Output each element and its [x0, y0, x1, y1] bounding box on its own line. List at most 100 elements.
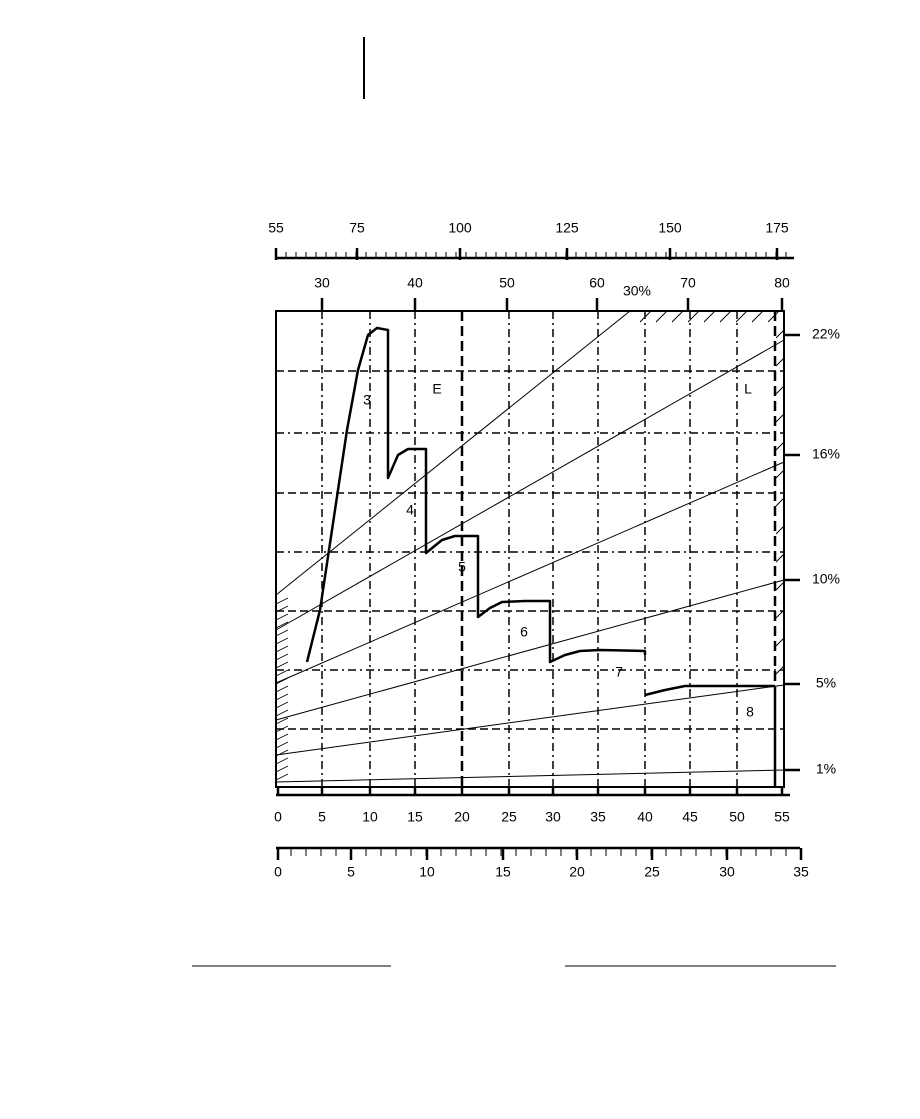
scale-label: 50 — [499, 275, 515, 291]
slope-line — [275, 461, 785, 684]
scale-label: 10 — [362, 809, 378, 825]
gear-label: 5 — [458, 559, 466, 575]
hatch — [775, 385, 785, 395]
scale-label: 75 — [349, 220, 365, 236]
gear-label: 4 — [406, 502, 414, 518]
scale-label: 80 — [774, 275, 790, 291]
hatch — [775, 441, 785, 451]
scale-label: 100 — [448, 220, 472, 236]
hatch — [275, 677, 289, 685]
hatch — [275, 701, 289, 709]
shift-curve — [305, 326, 777, 787]
gear-label: 8 — [746, 704, 754, 720]
hatch — [275, 629, 289, 637]
hatch — [275, 733, 289, 741]
scale-label: 0 — [274, 864, 282, 880]
scale-label: 30 — [314, 275, 330, 291]
slope-line — [275, 769, 785, 783]
slope-line — [275, 684, 785, 756]
scale-label: 40 — [407, 275, 423, 291]
scale-label: 50 — [729, 809, 745, 825]
hatch — [275, 685, 289, 693]
scale-label: 175 — [765, 220, 789, 236]
slope-label: 30% — [623, 283, 651, 299]
region-label: L — [744, 381, 752, 397]
hatch — [671, 311, 683, 323]
scale-label: 35 — [793, 864, 809, 880]
scale-label: 150 — [658, 220, 682, 236]
hatch — [775, 665, 785, 675]
hatch — [775, 329, 785, 339]
scale-label: 5% — [816, 675, 836, 691]
hatch — [751, 311, 763, 323]
hatch — [275, 709, 289, 717]
hatch — [275, 749, 289, 757]
hatch — [687, 311, 699, 323]
gear-label: 6 — [520, 624, 528, 640]
hatch — [275, 693, 289, 701]
hatch — [275, 637, 289, 645]
scale-label: 30 — [719, 864, 735, 880]
hatch — [775, 413, 785, 423]
scale-label: 20 — [569, 864, 585, 880]
scale-label: 25 — [644, 864, 660, 880]
hatch — [735, 311, 747, 323]
slope-line — [275, 339, 785, 631]
hatch — [275, 741, 289, 749]
scale-label: 5 — [347, 864, 355, 880]
scale-label: 10 — [419, 864, 435, 880]
hatch — [775, 581, 785, 591]
scale-label: 20 — [454, 809, 470, 825]
scale-label: 0 — [274, 809, 282, 825]
scale-label: 55 — [268, 220, 284, 236]
gear-curve — [305, 326, 647, 664]
hatch — [639, 311, 651, 323]
scale-label: 10% — [812, 571, 840, 587]
hatch — [275, 661, 289, 669]
slope-lines — [275, 310, 785, 783]
scale-label: 125 — [555, 220, 579, 236]
hatch — [275, 725, 289, 733]
scale-label: 35 — [590, 809, 606, 825]
gear-curve — [644, 684, 775, 697]
hatch — [275, 765, 289, 773]
scale-label: 22% — [812, 326, 840, 342]
scale-label: 40 — [637, 809, 653, 825]
hatch — [275, 757, 289, 765]
scale-label: 60 — [589, 275, 605, 291]
plot-frame — [275, 310, 785, 788]
hatch — [775, 357, 785, 367]
hatch — [767, 311, 779, 323]
scale-label: 16% — [812, 446, 840, 462]
hatch — [275, 605, 289, 613]
hatch — [775, 553, 785, 563]
region-label: E — [432, 381, 441, 397]
hatch — [275, 653, 289, 661]
hatch — [275, 597, 289, 605]
scale-label: 45 — [682, 809, 698, 825]
hatch — [275, 773, 289, 781]
slope-line — [275, 310, 631, 596]
slope-line — [275, 579, 785, 721]
scale-label: 30 — [545, 809, 561, 825]
hatch — [275, 613, 289, 621]
hatch — [775, 469, 785, 479]
hatch — [703, 311, 715, 323]
scale-label: 1% — [816, 761, 836, 777]
scale-label: 5 — [318, 809, 326, 825]
hatch — [775, 497, 785, 507]
hatch — [275, 717, 289, 725]
scale-label: 70 — [680, 275, 696, 291]
hatch — [719, 311, 731, 323]
hatch — [775, 525, 785, 535]
hatch — [775, 609, 785, 619]
gear-label: 3 — [363, 392, 371, 408]
gear-label: 7 — [615, 664, 623, 680]
scale-label: 15 — [407, 809, 423, 825]
hatch — [275, 621, 289, 629]
hatch — [275, 669, 289, 677]
hatch — [655, 311, 667, 323]
scale-label: 25 — [501, 809, 517, 825]
hatch — [275, 645, 289, 653]
